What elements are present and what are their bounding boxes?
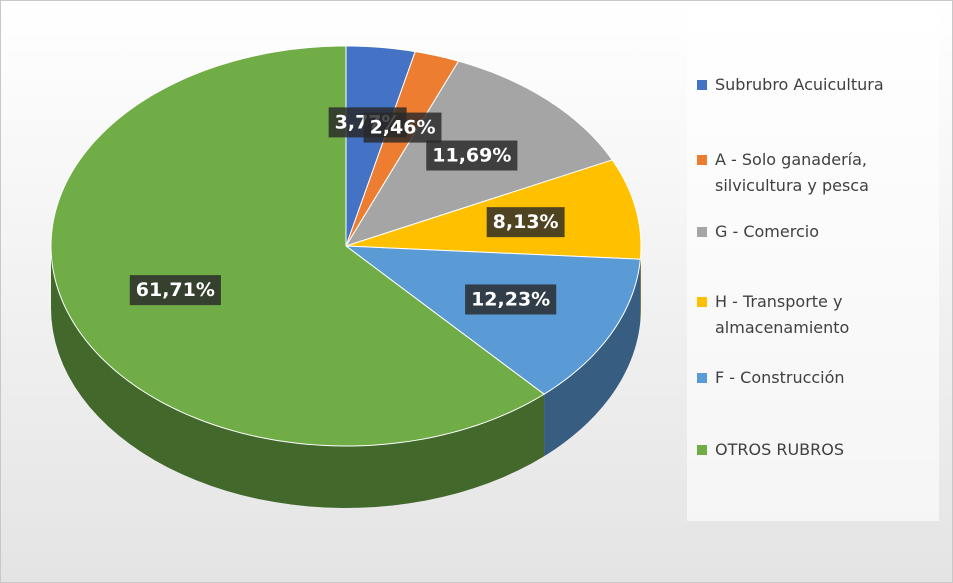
legend-swatch [697,227,707,237]
legend-label: A - Solo ganadería, silvicultura y pesca [715,150,869,195]
legend-label: F - Construcción [715,368,845,387]
data-label: 61,71% [136,279,215,301]
pie-sides [51,246,641,508]
data-label-box [363,112,442,143]
pie-slice [344,245,641,395]
legend-item: A - Solo ganadería, silvicultura y pesca [697,147,937,199]
data-label: 2,46% [370,117,436,139]
legend-label: H - Transporte y almacenamiento [715,292,850,337]
legend-label: OTROS RUBROS [715,440,844,459]
data-label: 11,69% [432,145,511,167]
legend-item: Subrubro Acuicultura [697,72,937,98]
legend-swatch [697,155,707,165]
pie-labels: 3,77%2,46%11,69%8,13%12,23%61,71% [129,107,565,315]
pie-tops [50,45,642,447]
legend-swatch [697,445,707,455]
legend-swatch [697,373,707,383]
pie-slice [345,51,460,247]
pie-side [640,246,641,322]
legend-label: Subrubro Acuicultura [715,75,884,94]
legend-item: G - Comercio [697,219,937,245]
legend-swatch [697,80,707,90]
legend-swatch [697,297,707,307]
legend: Subrubro Acuicultura A - Solo ganadería, … [687,9,939,521]
pie-side [544,259,641,457]
data-label-box [486,207,565,238]
data-label: 12,23% [471,288,550,310]
pie-slice [50,45,545,447]
data-label-box [129,275,221,306]
legend-item: F - Construcción [697,365,937,391]
legend-item: H - Transporte y almacenamiento [697,289,937,341]
legend-label: G - Comercio [715,222,819,241]
data-label-box [465,284,557,315]
data-label-box [426,140,518,171]
data-label: 8,13% [493,211,559,233]
pie-side [51,246,545,508]
legend-item: OTROS RUBROS [697,437,937,463]
